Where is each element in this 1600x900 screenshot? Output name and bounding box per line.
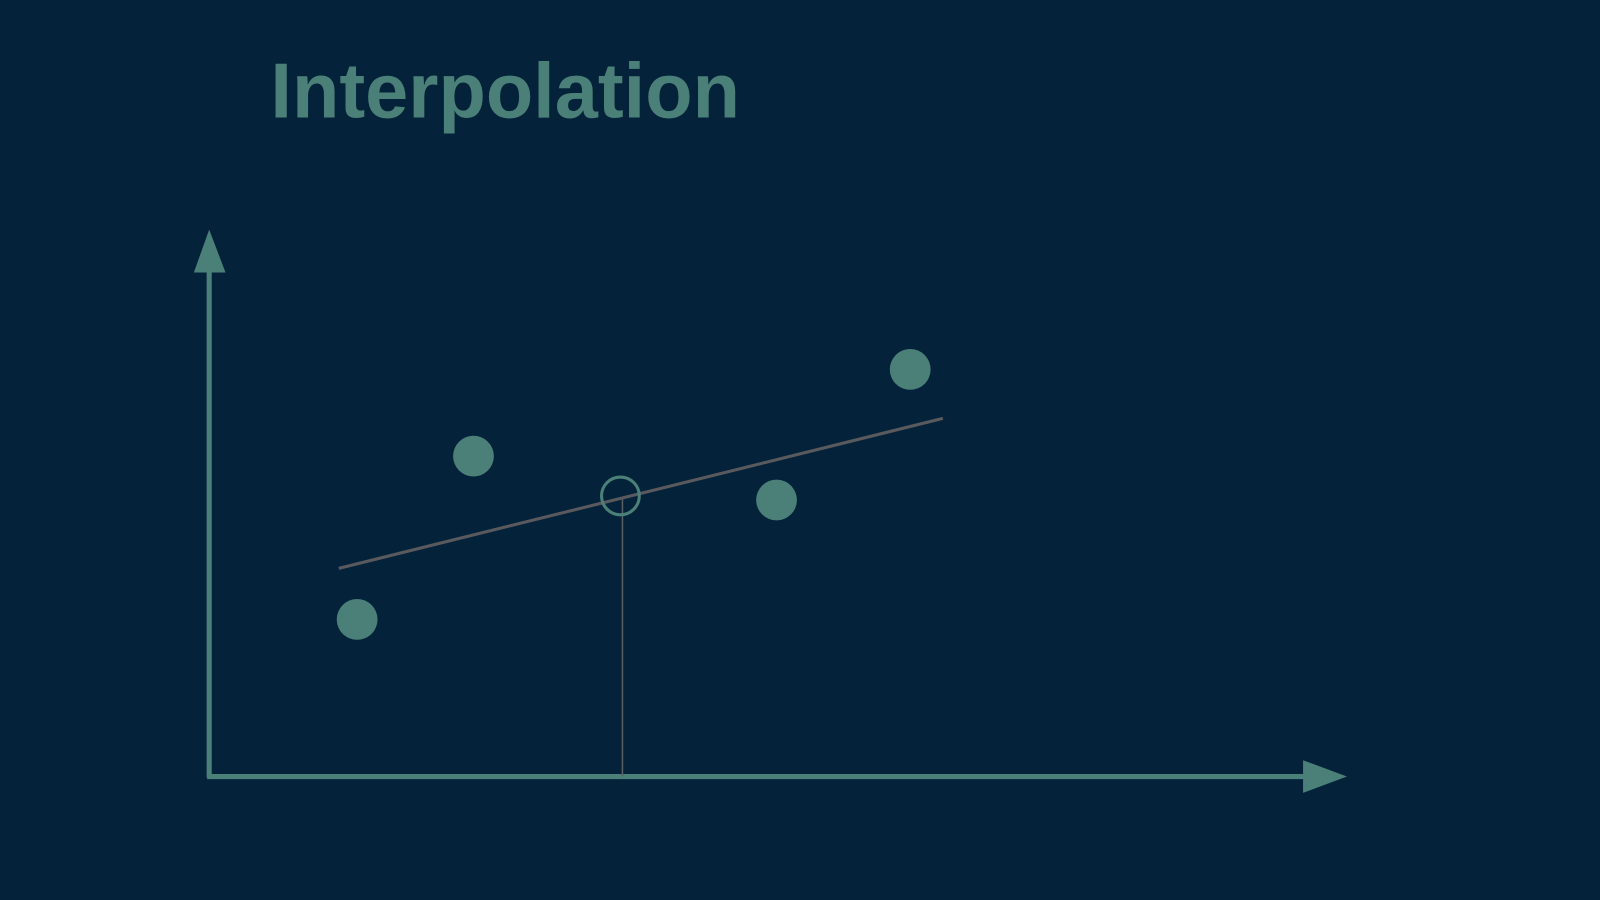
x-axis-arrow [1303, 760, 1347, 793]
data-point [756, 479, 797, 521]
data-point [889, 348, 931, 390]
data-point [453, 435, 494, 477]
slide-title: Interpolation [270, 48, 740, 134]
data-point [336, 598, 378, 640]
interpolated-point [600, 475, 641, 517]
y-axis-arrow [193, 229, 226, 273]
fit-line [338, 416, 944, 570]
